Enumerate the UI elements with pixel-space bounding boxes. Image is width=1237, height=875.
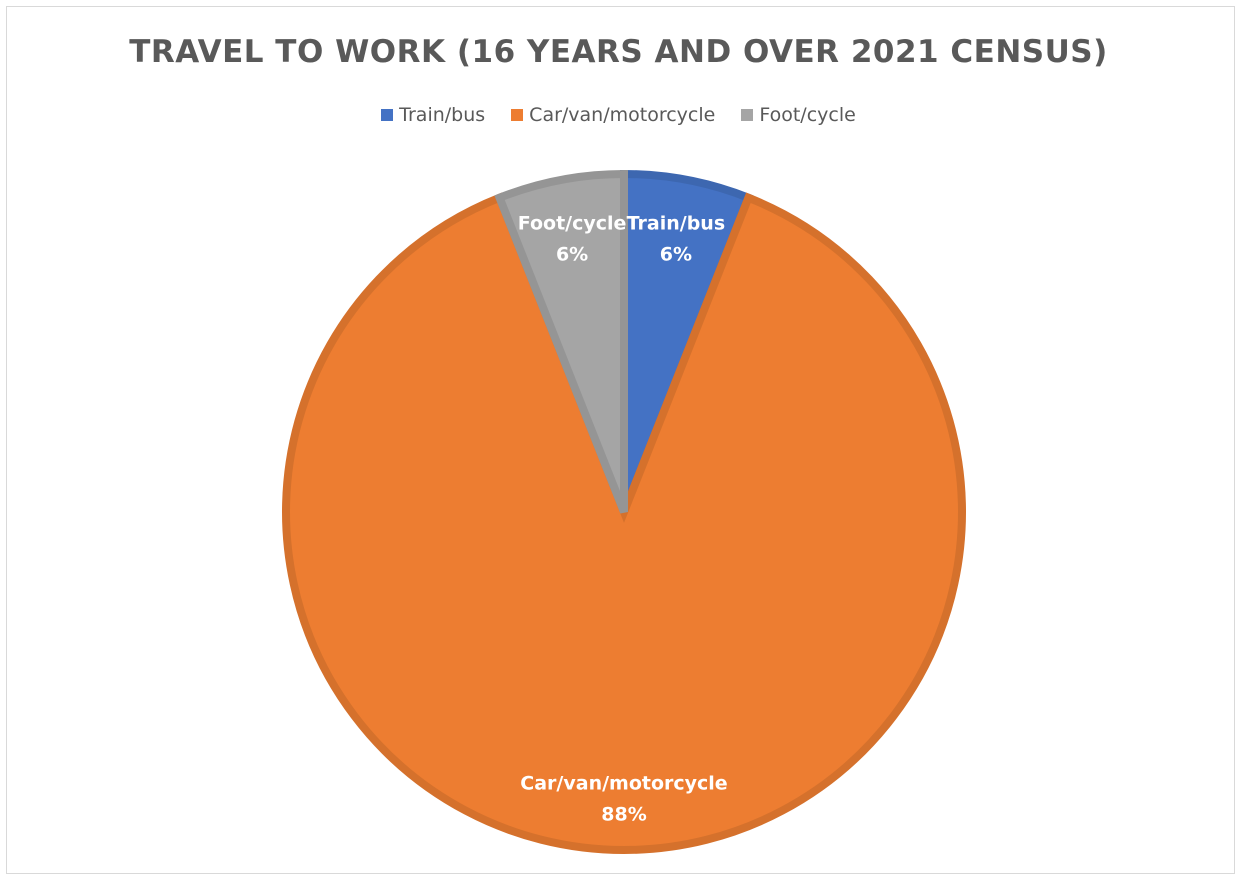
chart-title: TRAVEL TO WORK (16 YEARS AND OVER 2021 C… bbox=[129, 34, 1108, 70]
data-label-train-bus: Train/bus 6% bbox=[627, 213, 725, 266]
data-label-car-van-motorcycle: Car/van/motorcycle 88% bbox=[520, 772, 727, 825]
legend-label-car-van-motorcycle: Car/van/motorcycle bbox=[529, 104, 716, 126]
chart-legend: Train/bus Car/van/motorcycle Foot/cycle bbox=[0, 104, 1237, 126]
pie-slices bbox=[282, 169, 966, 855]
legend-item-car-van-motorcycle: Car/van/motorcycle bbox=[511, 104, 715, 126]
pie-slice-car-van-motorcycle bbox=[282, 192, 966, 855]
legend-swatch-car-van-motorcycle bbox=[511, 109, 524, 121]
legend-swatch-train-bus bbox=[381, 109, 394, 121]
legend-item-foot-cycle: Foot/cycle bbox=[741, 104, 856, 126]
pie-slice-foot-cycle bbox=[494, 169, 628, 514]
legend-item-train-bus: Train/bus bbox=[381, 104, 485, 126]
data-label-foot-cycle: Foot/cycle 6% bbox=[518, 213, 627, 266]
legend-swatch-foot-cycle bbox=[741, 109, 754, 121]
legend-label-train-bus: Train/bus bbox=[399, 104, 486, 126]
pie-data-labels: Train/bus 6% Car/van/motorcycle 88% Foot/cyc… bbox=[518, 213, 728, 826]
legend-label-foot-cycle: Foot/cycle bbox=[759, 104, 856, 126]
